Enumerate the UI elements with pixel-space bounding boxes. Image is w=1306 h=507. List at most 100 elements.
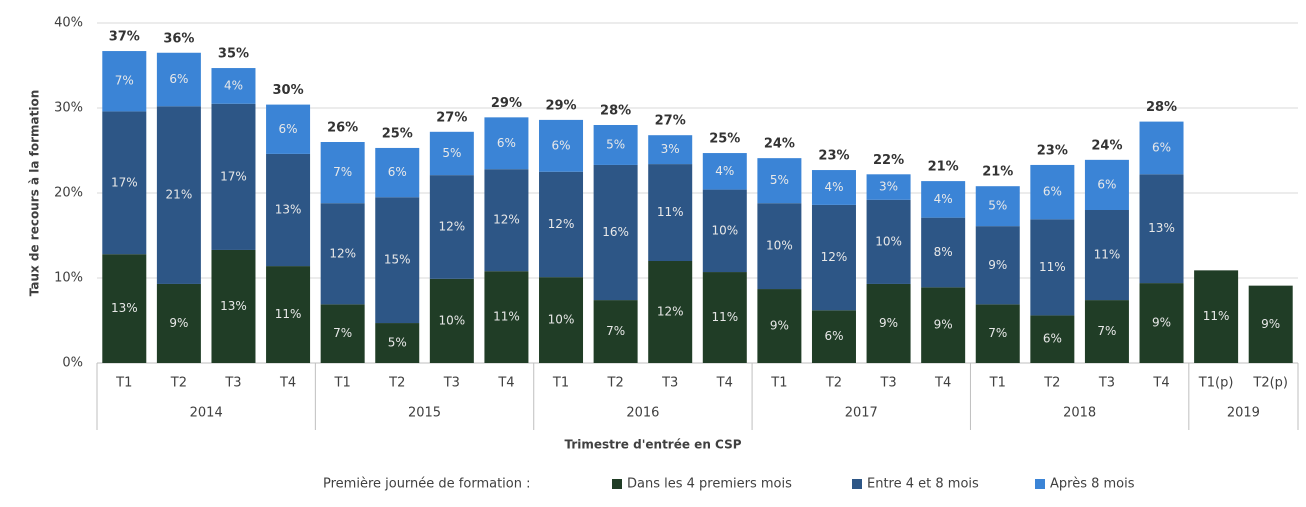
bar-segment: [102, 51, 147, 112]
x-tick-label: T3: [879, 376, 896, 391]
y-axis-title: Taux de recours à la formation: [28, 90, 42, 297]
bar-segment: [429, 131, 474, 176]
segment-label: 17%: [111, 175, 138, 189]
bar-segment: [102, 254, 147, 363]
bar-segment: [539, 277, 584, 363]
bar-segment: [1030, 219, 1075, 316]
legend-swatch: [852, 479, 862, 489]
segment-label: 9%: [169, 316, 188, 330]
x-tick-label: T1(p): [1198, 376, 1234, 391]
bar-segment: [702, 272, 747, 363]
y-tick-label: 40%: [54, 16, 83, 31]
segment-label: 5%: [442, 146, 461, 160]
x-tick-label: T4: [1152, 376, 1169, 391]
legend-swatch: [1035, 479, 1045, 489]
segment-label: 11%: [711, 310, 738, 324]
bar-segment: [484, 271, 529, 363]
segment-label: 13%: [1148, 221, 1175, 235]
segment-label: 6%: [497, 136, 516, 150]
segment-label: 7%: [606, 324, 625, 338]
total-label: 26%: [327, 121, 358, 136]
bar-segment: [539, 119, 584, 172]
total-label: 35%: [218, 47, 249, 62]
bar-segment: [702, 189, 747, 273]
x-tick-label: T1: [552, 376, 569, 391]
x-tick-label: T3: [661, 376, 678, 391]
bar-segment: [1139, 121, 1184, 175]
x-tick-label: T2: [170, 376, 187, 391]
bar-segment: [266, 153, 311, 267]
segment-label: 9%: [1152, 316, 1171, 330]
segment-label: 6%: [551, 138, 570, 152]
segment-label: 11%: [657, 205, 684, 219]
segment-label: 7%: [1097, 324, 1116, 338]
x-tick-label: T4: [934, 376, 951, 391]
total-label: 21%: [928, 160, 959, 175]
bar-segment: [1084, 210, 1129, 301]
segment-label: 7%: [988, 326, 1007, 340]
total-label: 23%: [818, 149, 849, 164]
segment-label: 9%: [770, 319, 789, 333]
legend-label: Dans les 4 premiers mois: [627, 477, 792, 492]
x-tick-label: T1: [334, 376, 351, 391]
total-label: 27%: [436, 110, 467, 125]
segment-label: 5%: [770, 173, 789, 187]
segment-label: 7%: [333, 326, 352, 340]
bar-segment: [921, 287, 966, 363]
segment-label: 15%: [384, 253, 411, 267]
legend-label: Entre 4 et 8 mois: [867, 477, 979, 492]
x-tick-label: T1: [770, 376, 787, 391]
group-label: 2014: [190, 406, 223, 421]
x-tick-label: T1: [989, 376, 1006, 391]
bar-segment: [211, 249, 256, 363]
segment-label: 17%: [220, 169, 247, 183]
total-label: 27%: [655, 114, 686, 129]
x-tick-label: T4: [279, 376, 296, 391]
segment-label: 11%: [1203, 309, 1230, 323]
group-label: 2016: [626, 406, 659, 421]
bar-segment: [156, 52, 201, 107]
x-tick-label: T4: [716, 376, 733, 391]
segment-label: 16%: [602, 225, 629, 239]
bar-segment: [975, 186, 1020, 227]
x-tick-label: T3: [443, 376, 460, 391]
x-tick-label: T1: [115, 376, 132, 391]
total-label: 37%: [109, 30, 140, 45]
bar-segment: [429, 175, 474, 279]
segment-label: 3%: [879, 180, 898, 194]
segment-label: 7%: [333, 165, 352, 179]
legend-title: Première journée de formation :: [323, 477, 531, 492]
bar-segment: [593, 125, 638, 165]
segment-label: 21%: [166, 188, 193, 202]
total-label: 24%: [764, 137, 795, 152]
segment-label: 4%: [824, 180, 843, 194]
total-label: 30%: [273, 83, 304, 98]
bar-segment: [757, 158, 802, 204]
segment-label: 10%: [711, 223, 738, 237]
y-tick-label: 20%: [54, 186, 83, 201]
bar-segment: [375, 323, 420, 363]
segment-label: 11%: [1039, 260, 1066, 274]
bar-segment: [375, 147, 420, 198]
bar-segment: [757, 289, 802, 363]
segment-label: 12%: [439, 220, 466, 234]
legend-swatch: [612, 479, 622, 489]
total-label: 29%: [545, 98, 576, 113]
total-label: 23%: [1037, 143, 1068, 158]
bar-segment: [866, 174, 911, 200]
group-label: 2017: [845, 406, 878, 421]
segment-label: 12%: [548, 217, 575, 231]
bar-segment: [211, 103, 256, 250]
segment-label: 9%: [988, 258, 1007, 272]
segment-label: 9%: [934, 318, 953, 332]
segment-label: 12%: [329, 246, 356, 260]
bar-segment: [320, 203, 365, 305]
bar-segment: [156, 283, 201, 363]
y-tick-label: 30%: [54, 101, 83, 116]
segment-label: 10%: [548, 313, 575, 327]
segment-label: 12%: [657, 305, 684, 319]
segment-label: 6%: [1097, 177, 1116, 191]
segment-label: 6%: [1152, 140, 1171, 154]
x-axis-title: Trimestre d'entrée en CSP: [564, 438, 741, 452]
